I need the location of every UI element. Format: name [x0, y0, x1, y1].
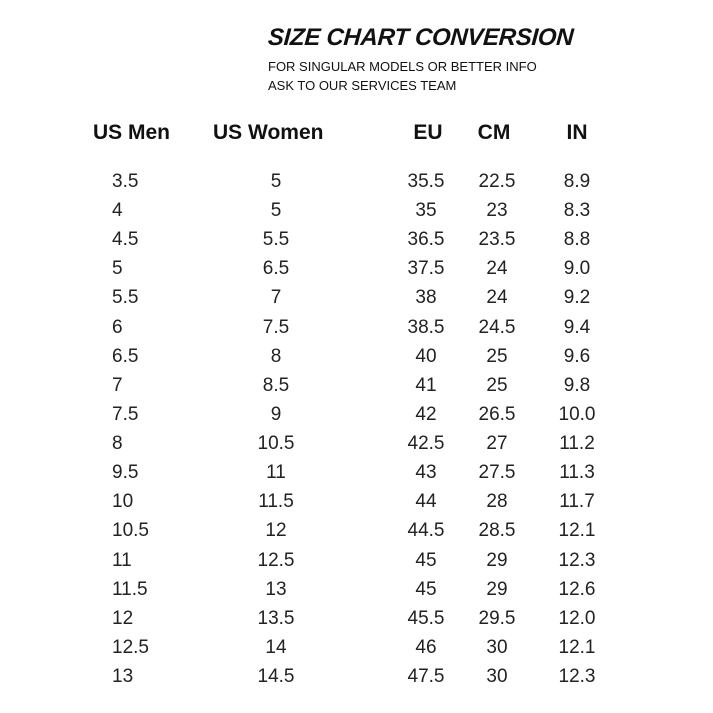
table-cell: 8.8	[563, 229, 591, 251]
table-cell: 9.2	[563, 287, 591, 309]
table-cell: 9.0	[563, 258, 591, 280]
table-cell: 7	[270, 287, 282, 309]
table-cell: 37.5	[407, 258, 445, 280]
table-cell: 5	[112, 258, 123, 280]
table-cell: 12.3	[558, 666, 596, 688]
table-cell: 28	[486, 491, 508, 513]
table-cell: 11.5	[112, 578, 148, 600]
table-cell: 8	[270, 345, 282, 367]
table-cell: 40	[415, 345, 437, 367]
table-cell: 38.5	[407, 316, 445, 338]
table-cell: 36.5	[407, 229, 445, 251]
table-cell: 6.5	[262, 258, 290, 280]
table-cell: 11	[112, 549, 132, 571]
table-cell: 8.5	[262, 374, 290, 396]
table-cell: 44.5	[407, 520, 445, 542]
table-cell: 10.5	[112, 520, 149, 542]
table-cell: 42.5	[407, 433, 445, 455]
table-cell: 14.5	[257, 666, 295, 688]
table-cell: 5	[270, 200, 282, 222]
table-cell: 35	[415, 200, 437, 222]
subtitle: ASK TO OUR SERVICES TEAM	[268, 78, 457, 93]
table-cell: 12.6	[558, 578, 596, 600]
table-cell: 45	[415, 578, 437, 600]
table-cell: 12.5	[257, 549, 295, 571]
table-cell: 27.5	[478, 462, 516, 484]
table-cell: 12.1	[558, 636, 596, 658]
table-cell: 25	[486, 374, 508, 396]
table-cell: 29	[486, 578, 508, 600]
table-cell: 13	[265, 578, 287, 600]
table-cell: 6.5	[112, 345, 139, 367]
table-cell: 8.3	[563, 200, 591, 222]
table-cell: 11.2	[559, 433, 595, 455]
table-cell: 11.3	[559, 462, 595, 484]
table-cell: 7.5	[112, 403, 139, 425]
column-header: US Men	[93, 121, 171, 144]
column-header: EU	[413, 121, 443, 144]
table-cell: 47.5	[407, 666, 445, 688]
table-cell: 5.5	[112, 287, 139, 309]
table-cell: 45	[415, 549, 437, 571]
table-cell: 9.5	[112, 462, 139, 484]
table-cell: 38	[415, 287, 437, 309]
table-cell: 11.5	[258, 491, 294, 513]
table-cell: 27	[486, 433, 508, 455]
table-cell: 9.6	[563, 345, 591, 367]
table-cell: 6	[112, 316, 123, 338]
column-header: US Women	[213, 121, 324, 144]
table-cell: 43	[415, 462, 437, 484]
table-cell: 11.7	[559, 491, 595, 513]
table-cell: 12.3	[558, 549, 596, 571]
table-cell: 7.5	[262, 316, 290, 338]
table-cell: 9.8	[563, 374, 591, 396]
table-cell: 9	[270, 403, 282, 425]
table-cell: 44	[415, 491, 437, 513]
table-cell: 30	[486, 636, 508, 658]
table-cell: 45.5	[407, 607, 445, 629]
table-cell: 41	[415, 374, 437, 396]
table-cell: 4	[112, 200, 123, 222]
table-cell: 24	[486, 287, 508, 309]
table-cell: 3.5	[112, 171, 139, 192]
table-cell: 46	[415, 636, 437, 658]
table-cell: 14	[265, 636, 287, 658]
table-cell: 11	[266, 462, 286, 484]
table-cell: 24.5	[478, 316, 516, 338]
table-cell: 12.0	[558, 607, 596, 629]
table-cell: 35.5	[407, 171, 445, 192]
table-cell: 8.9	[563, 171, 591, 192]
column-header: CM	[477, 121, 511, 144]
table-cell: 12.1	[558, 520, 596, 542]
table-cell: 30	[486, 666, 508, 688]
table-cell: 12	[265, 520, 287, 542]
table-cell: 25	[486, 345, 508, 367]
table-cell: 26.5	[478, 403, 516, 425]
table-cell: 12.5	[112, 636, 149, 658]
table-cell: 12	[112, 607, 134, 629]
table-cell: 13	[112, 666, 134, 688]
table-cell: 29	[486, 549, 508, 571]
title: SIZE CHART CONVERSION	[267, 24, 575, 51]
table-cell: 23	[486, 200, 508, 222]
table-cell: 28.5	[478, 520, 516, 542]
table-cell: 9.4	[563, 316, 591, 338]
column-header: IN	[566, 121, 588, 144]
table-cell: 13.5	[257, 607, 295, 629]
subtitle: FOR SINGULAR MODELS OR BETTER INFO	[268, 59, 537, 74]
table-cell: 4.5	[112, 229, 139, 251]
table-cell: 23.5	[478, 229, 516, 251]
table-cell: 10.0	[558, 403, 596, 425]
table-cell: 5.5	[262, 229, 290, 251]
table-cell: 22.5	[478, 171, 516, 192]
table-cell: 10.5	[257, 433, 295, 455]
table-cell: 29.5	[478, 607, 516, 629]
table-cell: 42	[415, 403, 437, 425]
table-cell: 7	[112, 374, 123, 396]
table-cell: 8	[112, 433, 123, 455]
table-cell: 5	[270, 171, 282, 192]
table-cell: 24	[486, 258, 508, 280]
table-cell: 10	[112, 491, 134, 513]
